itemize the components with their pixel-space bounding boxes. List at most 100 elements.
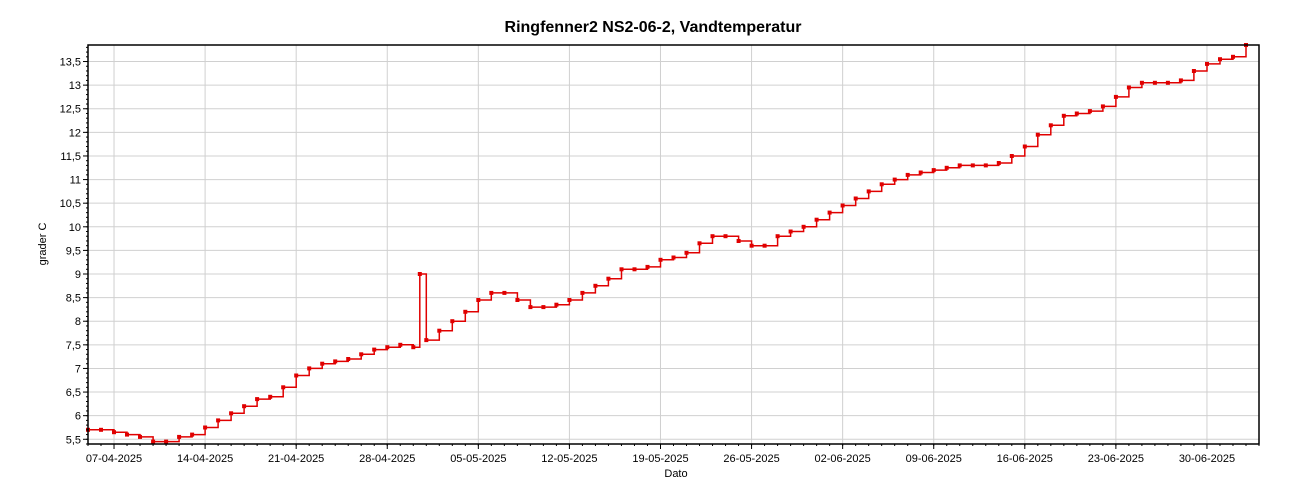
data-point [411, 345, 416, 350]
y-tick-label: 10 [69, 222, 81, 234]
chart-title: Ringfenner2 NS2-06-2, Vandtemperatur [504, 19, 802, 36]
data-point [268, 394, 273, 399]
data-point [359, 352, 364, 357]
data-point [918, 170, 923, 175]
data-point [1061, 113, 1066, 118]
data-point [645, 264, 650, 269]
data-point [671, 255, 676, 260]
data-point [697, 241, 702, 246]
data-point [398, 342, 403, 347]
x-tick-label: 23-06-2025 [1088, 453, 1144, 465]
data-point [619, 267, 624, 272]
data-point [307, 366, 312, 371]
data-point [905, 172, 910, 177]
data-point [840, 203, 845, 208]
y-tick-label: 8,5 [66, 293, 81, 305]
data-point [983, 163, 988, 168]
data-point [736, 239, 741, 243]
data-point [684, 250, 689, 255]
data-point [190, 432, 195, 437]
data-point [996, 161, 1001, 165]
data-point [1165, 80, 1170, 85]
data-point [775, 234, 780, 239]
data-point [1205, 61, 1209, 66]
data-point [125, 432, 129, 437]
data-point [658, 257, 663, 262]
y-tick-label: 10,5 [60, 198, 81, 210]
data-point [788, 229, 793, 234]
data-point [749, 243, 754, 248]
data-point [1218, 57, 1222, 62]
data-point [723, 234, 728, 239]
data-point [606, 276, 611, 281]
y-tick-label: 6,5 [66, 387, 81, 399]
data-point [1074, 111, 1079, 116]
data-point [1087, 109, 1092, 114]
data-point [1191, 69, 1196, 73]
data-point [1139, 80, 1144, 85]
data-point [255, 397, 260, 402]
data-point [1126, 85, 1131, 90]
data-point [1048, 123, 1053, 128]
data-point [1113, 94, 1118, 99]
data-point [281, 385, 286, 390]
data-point [424, 338, 429, 343]
series-layer [86, 43, 1248, 444]
data-point [229, 411, 234, 416]
data-point [294, 373, 299, 378]
data-point [177, 434, 182, 439]
data-point [320, 361, 325, 366]
data-point [138, 434, 142, 439]
data-point [827, 210, 832, 215]
y-tick-label: 7 [75, 363, 81, 375]
x-axis-label: Dato [664, 468, 687, 480]
x-tick-label: 14-04-2025 [177, 453, 233, 465]
y-tick-label: 5,5 [66, 434, 81, 446]
y-tick-label: 13 [69, 80, 81, 92]
data-point [567, 298, 572, 302]
data-point [502, 290, 507, 295]
x-tick-label: 16-06-2025 [997, 453, 1053, 465]
data-point [203, 425, 208, 430]
y-tick-label: 6 [75, 411, 81, 423]
data-point [333, 359, 338, 364]
data-point [450, 319, 455, 324]
data-point [801, 224, 806, 229]
data-point [489, 290, 494, 295]
x-tick-label: 19-05-2025 [632, 453, 688, 465]
data-point [931, 168, 936, 173]
data-point [580, 290, 585, 295]
data-point [372, 347, 377, 352]
data-point [541, 305, 546, 310]
data-point [417, 272, 422, 276]
data-point [593, 283, 598, 288]
y-tick-label: 8 [75, 316, 81, 328]
plot-frame [87, 44, 1260, 445]
y-tick-label: 9,5 [66, 245, 81, 257]
y-axis: 5,5 6 6,5 7 7,5 8 8,5 9 9,5 10 10,5 11 11,5 12 12,5 13 1… [60, 46, 88, 446]
data-point [892, 177, 897, 182]
x-tick-label: 02-06-2025 [815, 453, 871, 465]
data-point [1231, 54, 1235, 59]
x-tick-label: 09-06-2025 [906, 453, 962, 465]
x-tick-label: 30-06-2025 [1179, 453, 1235, 465]
data-point [1022, 144, 1027, 149]
data-point [1178, 78, 1183, 83]
data-point [216, 418, 221, 423]
data-point [164, 439, 169, 444]
x-tick-label: 07-04-2025 [86, 453, 142, 465]
series-line [88, 45, 1247, 443]
x-tick-label: 21-04-2025 [268, 453, 324, 465]
data-point [515, 298, 520, 302]
x-tick-label: 12-05-2025 [541, 453, 597, 465]
data-point [814, 217, 819, 222]
y-tick-label: 9 [75, 269, 81, 281]
y-tick-label: 11,5 [60, 151, 81, 163]
data-point [632, 267, 637, 272]
x-axis: 07-04-2025 14-04-2025 21-04-2025 28-04-2025… [86, 444, 1260, 465]
data-point [528, 305, 533, 310]
y-tick-label: 12 [69, 127, 81, 139]
data-point [476, 298, 481, 302]
data-point [242, 404, 247, 409]
